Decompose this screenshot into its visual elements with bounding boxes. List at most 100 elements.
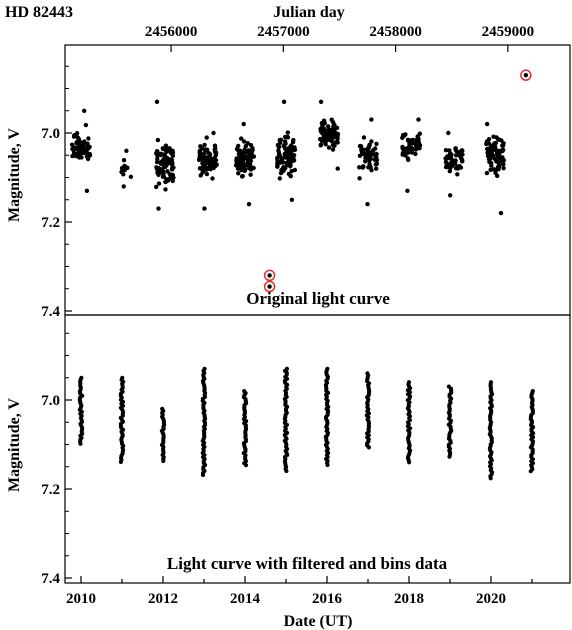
data-point <box>198 173 203 178</box>
data-point <box>447 169 452 174</box>
data-point <box>444 161 449 166</box>
data-point <box>212 156 217 161</box>
star-title: HD 82443 <box>5 4 73 21</box>
data-point <box>74 140 79 146</box>
data-point <box>247 160 252 165</box>
data-point <box>248 172 253 177</box>
data-point <box>455 164 460 169</box>
x-tick-label: 2010 <box>66 591 96 607</box>
outlier-point <box>267 284 272 289</box>
y-tick-label: 7.2 <box>41 215 60 231</box>
data-point <box>75 135 81 140</box>
data-point <box>121 172 126 177</box>
data-point <box>287 149 292 154</box>
data-point <box>202 168 207 173</box>
data-point <box>158 151 163 156</box>
data-point <box>493 140 499 146</box>
data-point <box>163 143 169 148</box>
data-point <box>167 146 172 151</box>
data-point <box>330 147 336 152</box>
binned-point <box>161 458 166 464</box>
jd-tick-label: 2458000 <box>369 24 422 40</box>
data-point <box>202 206 207 211</box>
data-point <box>496 160 501 165</box>
data-point <box>325 133 330 138</box>
data-point <box>369 117 374 122</box>
data-point <box>363 159 368 164</box>
binned-point <box>118 459 123 464</box>
data-point <box>246 202 252 207</box>
data-point <box>205 155 210 161</box>
data-point <box>236 164 242 169</box>
data-point <box>241 121 246 127</box>
data-point <box>285 130 290 135</box>
data-point <box>493 168 498 173</box>
data-point <box>500 148 505 153</box>
data-point <box>236 171 241 176</box>
data-point <box>86 136 91 141</box>
data-point <box>167 176 173 181</box>
bottom-panel-caption: Light curve with filtered and bins data <box>167 554 448 573</box>
data-point <box>121 184 126 189</box>
data-point <box>213 163 218 168</box>
data-point <box>79 155 84 160</box>
data-point <box>202 142 207 148</box>
data-point <box>239 136 244 141</box>
data-point <box>288 152 293 157</box>
data-point <box>84 188 90 193</box>
data-point <box>198 144 203 149</box>
data-point <box>484 121 490 127</box>
data-point <box>81 140 87 146</box>
data-point <box>363 151 368 156</box>
data-point <box>241 139 247 144</box>
data-point <box>410 140 415 146</box>
data-point <box>326 127 332 132</box>
data-point <box>74 152 79 158</box>
outlier-ring <box>520 69 532 81</box>
data-point <box>154 151 159 156</box>
data-point <box>501 158 506 163</box>
data-point <box>239 174 245 179</box>
binned-point <box>488 476 493 481</box>
data-point <box>245 141 250 146</box>
data-point <box>365 202 370 207</box>
data-point <box>277 153 282 158</box>
data-point <box>445 154 450 159</box>
x-tick-label: 2018 <box>394 591 424 607</box>
data-point <box>361 135 367 140</box>
julian-day-ticks: 2456000 2457000 2458000 2459000 <box>145 24 534 52</box>
x-tick-label: 2014 <box>230 591 261 607</box>
data-point <box>282 151 287 157</box>
binned-point <box>78 441 83 446</box>
data-point <box>167 171 172 177</box>
data-point <box>374 166 379 171</box>
data-point <box>496 137 502 142</box>
data-point <box>82 108 87 114</box>
data-point <box>496 154 501 160</box>
date-x-axis: 2010 2012 2014 2016 2018 2020 <box>66 576 533 607</box>
data-point <box>318 143 323 148</box>
original-light-curve-points <box>69 99 506 216</box>
data-point <box>335 166 340 171</box>
data-point <box>85 156 91 162</box>
data-point <box>169 151 174 156</box>
data-point <box>413 151 418 157</box>
data-point <box>334 125 340 130</box>
data-point <box>501 166 506 171</box>
data-point <box>484 170 490 176</box>
y-tick-label: 7.2 <box>41 482 60 498</box>
data-point <box>278 170 284 176</box>
data-point <box>202 163 207 168</box>
data-point <box>155 156 160 162</box>
data-point <box>83 122 89 128</box>
data-point <box>357 143 363 149</box>
data-point <box>158 161 164 167</box>
data-point <box>275 142 281 148</box>
data-point <box>453 161 458 166</box>
y-tick-label: 7.0 <box>41 126 60 142</box>
data-point <box>484 141 489 147</box>
binned-point <box>407 460 412 465</box>
data-point <box>357 165 362 170</box>
data-point <box>212 159 218 165</box>
